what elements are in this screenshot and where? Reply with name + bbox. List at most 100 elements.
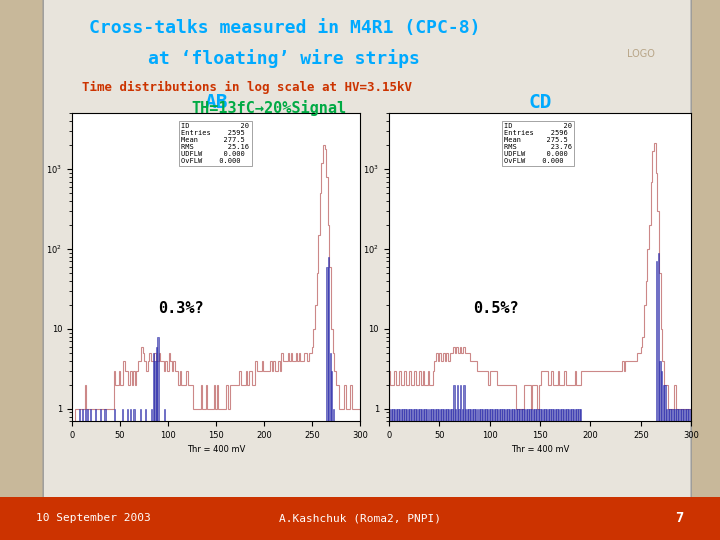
Bar [133, 409, 135, 540]
Bar [446, 409, 448, 540]
Bar [553, 409, 554, 540]
Text: 0.5%?: 0.5%? [474, 301, 519, 316]
Bar [127, 409, 128, 540]
Bar [543, 409, 544, 540]
Bar [541, 409, 542, 540]
Bar [544, 409, 546, 540]
Bar [472, 409, 473, 540]
Bar [572, 409, 573, 540]
Bar [485, 409, 487, 540]
Bar [554, 409, 556, 540]
Bar [509, 409, 510, 540]
Bar [330, 353, 331, 540]
Bar [660, 361, 661, 540]
Text: ID            20
Entries    2596
Mean      275.5
RMS        23.76
UDFLW     0.00: ID 20 Entries 2596 Mean 275.5 RMS 23.76 … [504, 123, 572, 164]
Bar [656, 261, 657, 540]
Bar [514, 409, 516, 540]
Text: LOGO: LOGO [627, 49, 654, 59]
Bar [451, 409, 453, 540]
Bar [409, 409, 410, 540]
Text: ID            20
Entries    2595
Mean      277.5
RMS        25.16
UDFLW     0.00: ID 20 Entries 2595 Mean 277.5 RMS 25.16 … [181, 123, 249, 164]
Bar [479, 409, 480, 540]
Bar [510, 409, 512, 540]
Text: Time distributions in log scale at HV=3.15kV: Time distributions in log scale at HV=3.… [81, 80, 412, 94]
Title: CD: CD [528, 93, 552, 112]
Bar [326, 267, 328, 540]
Bar [487, 409, 488, 540]
Bar [440, 409, 441, 540]
Bar [430, 409, 431, 540]
Bar [456, 385, 458, 540]
Bar [549, 409, 551, 540]
Bar [570, 409, 571, 540]
Bar [445, 409, 446, 540]
Bar [450, 409, 451, 540]
Bar [151, 409, 153, 540]
Bar [396, 409, 397, 540]
Bar [676, 409, 678, 540]
Bar [492, 409, 493, 540]
Bar [662, 385, 664, 540]
Bar [140, 409, 141, 540]
Bar [438, 409, 439, 540]
Bar [686, 409, 688, 540]
Bar [99, 409, 101, 540]
Text: TH=13fC→20%Signal: TH=13fC→20%Signal [192, 100, 347, 116]
Bar [671, 409, 672, 540]
Bar [104, 409, 106, 540]
Bar [536, 409, 537, 540]
Bar [665, 385, 666, 540]
Bar [683, 409, 684, 540]
Bar [497, 409, 498, 540]
Bar [685, 409, 686, 540]
Bar [416, 409, 418, 540]
Bar [465, 409, 467, 540]
Bar [328, 257, 329, 540]
Bar [411, 409, 413, 540]
Text: Cross-talks measured in M4R1 (CPC-8): Cross-talks measured in M4R1 (CPC-8) [89, 19, 480, 37]
Bar [82, 409, 83, 540]
Bar [577, 409, 578, 540]
Bar [418, 409, 419, 540]
Bar [475, 409, 477, 540]
Bar [500, 409, 502, 540]
Bar [130, 409, 131, 540]
Bar [443, 409, 444, 540]
Bar [394, 409, 395, 540]
Bar [153, 353, 154, 540]
Title: AB: AB [204, 93, 228, 112]
Bar [505, 409, 507, 540]
Bar [401, 409, 402, 540]
Bar [122, 409, 123, 540]
Bar [672, 409, 674, 540]
Bar [675, 409, 676, 540]
Bar [114, 409, 115, 540]
Bar [408, 409, 409, 540]
Bar [435, 409, 436, 540]
Bar [657, 253, 659, 540]
Bar [463, 385, 464, 540]
Bar [680, 409, 681, 540]
Bar [389, 409, 390, 540]
Bar [568, 409, 570, 540]
Bar [558, 409, 559, 540]
Bar [428, 409, 429, 540]
X-axis label: Thr = 400 mV: Thr = 400 mV [510, 446, 570, 455]
Bar [578, 409, 580, 540]
Bar [490, 409, 492, 540]
Bar [494, 409, 495, 540]
Text: A.Kashchuk (Roma2, PNPI): A.Kashchuk (Roma2, PNPI) [279, 514, 441, 523]
Bar [667, 409, 669, 540]
Text: 10 September 2003: 10 September 2003 [36, 514, 150, 523]
Bar [423, 409, 424, 540]
Bar [431, 409, 433, 540]
Bar [573, 409, 575, 540]
Bar [419, 409, 420, 540]
Bar [580, 409, 581, 540]
Bar [477, 409, 478, 540]
Bar [404, 409, 405, 540]
Bar [154, 361, 156, 540]
Bar [406, 409, 408, 540]
Bar [90, 409, 91, 540]
Bar [397, 409, 399, 540]
